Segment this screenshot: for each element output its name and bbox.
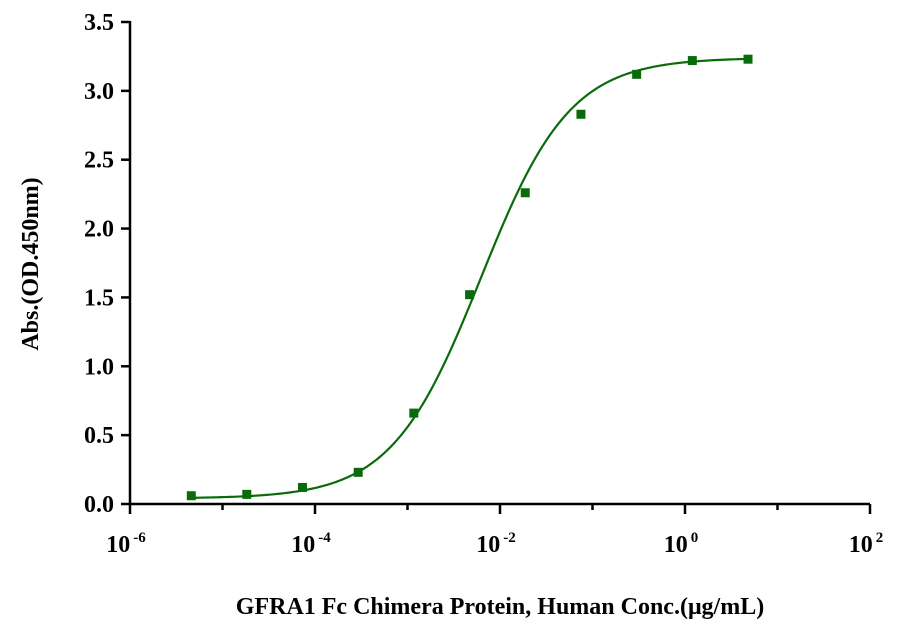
data-point bbox=[186, 491, 196, 501]
x-axis-label: GFRA1 Fc Chimera Protein, Human Conc.(μg… bbox=[236, 594, 764, 620]
data-point bbox=[520, 188, 530, 198]
x-tick-label: 10 0 bbox=[664, 530, 699, 558]
data-point bbox=[687, 56, 697, 66]
data-point bbox=[576, 109, 586, 119]
y-tick-label: 1.0 bbox=[84, 354, 114, 380]
y-tick-label: 1.5 bbox=[84, 285, 114, 311]
data-point bbox=[465, 290, 475, 300]
data-point bbox=[297, 482, 307, 492]
data-point bbox=[242, 489, 252, 499]
y-tick-label: 0.5 bbox=[84, 423, 114, 449]
x-tick-label: 10 2 bbox=[849, 530, 884, 558]
x-axis-ticks: 10 -6 10 -4 10 -2 10 0 10 2 bbox=[106, 504, 883, 558]
y-tick-label: 3.0 bbox=[84, 79, 114, 105]
y-axis-ticks: 0.0 0.5 1.0 1.5 2.0 2.5 3.0 3.5 bbox=[84, 10, 130, 518]
data-point bbox=[632, 69, 642, 79]
x-tick-label: 10 -6 bbox=[106, 530, 146, 558]
y-tick-label: 2.0 bbox=[84, 217, 114, 243]
y-tick-label: 3.5 bbox=[84, 10, 114, 36]
x-tick-label: 10 -4 bbox=[291, 530, 331, 558]
data-point bbox=[409, 408, 419, 418]
data-point bbox=[743, 54, 753, 64]
fit-curve bbox=[191, 57, 749, 499]
data-point bbox=[353, 467, 363, 477]
x-tick-label: 10 -2 bbox=[476, 530, 516, 558]
y-axis-label: Abs.(OD.450nm) bbox=[18, 177, 44, 350]
y-tick-label: 0.0 bbox=[84, 492, 114, 518]
y-tick-label: 2.5 bbox=[84, 148, 114, 174]
data-points bbox=[186, 54, 753, 501]
